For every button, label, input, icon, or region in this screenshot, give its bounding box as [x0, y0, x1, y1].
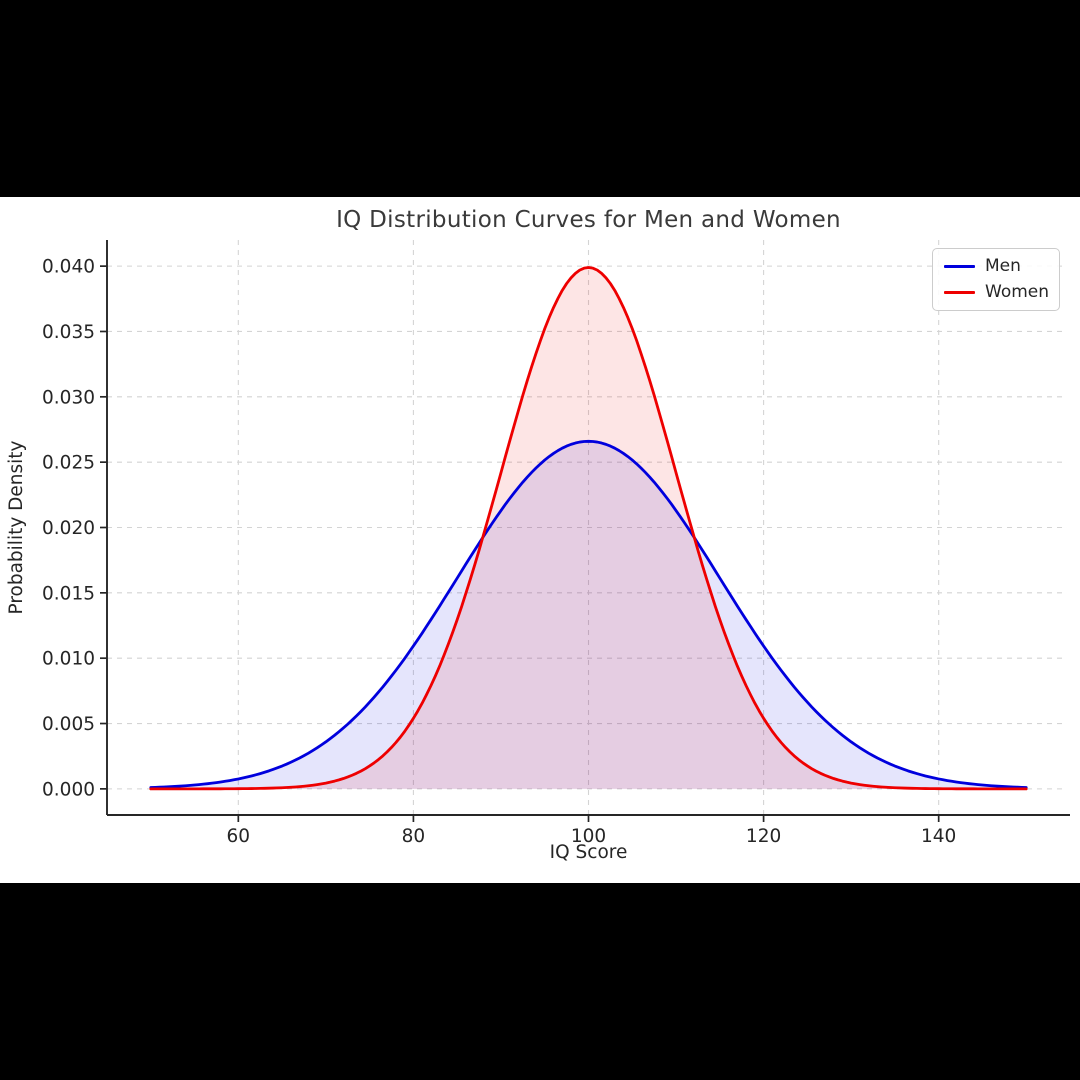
x-tick-label: 100: [571, 826, 606, 847]
y-tick-label: 0.030: [42, 387, 95, 408]
x-tick-label: 140: [921, 826, 956, 847]
y-tick-label: 0.020: [42, 518, 95, 539]
chart-title: IQ Distribution Curves for Men and Women: [336, 207, 841, 233]
y-tick-label: 0.015: [42, 583, 95, 604]
women-line-swatch: [944, 291, 975, 294]
legend-item-women: Women: [944, 282, 1050, 302]
x-axis-label: IQ Score: [549, 842, 628, 863]
legend-item-men: Men: [944, 258, 1048, 275]
plot-area: 60 80 100 120 140 0.000 0.005 0.010 0.015 0.020 0.…: [6, 240, 1070, 847]
men-line-swatch: [944, 265, 975, 268]
y-tick-label: 0.010: [42, 649, 95, 670]
y-axis-label: Probability Density: [6, 440, 27, 614]
x-tick-label: 80: [402, 826, 426, 847]
y-tick-label: 0.005: [42, 714, 95, 735]
x-tick-label: 60: [227, 826, 251, 847]
y-tick-label: 0.025: [42, 453, 95, 474]
figure-canvas: 60 80 100 120 140 0.000 0.005 0.010 0.015 0.020 0.…: [0, 197, 1080, 883]
y-tick-label: 0.040: [42, 257, 95, 278]
x-tick-label: 120: [746, 826, 781, 847]
y-tick-label: 0.035: [42, 322, 95, 343]
legend-label-men: Men: [985, 256, 1021, 276]
y-tick-label: 0.000: [42, 779, 95, 800]
legend: Men Women: [932, 248, 1060, 311]
legend-label-women: Women: [985, 282, 1050, 302]
